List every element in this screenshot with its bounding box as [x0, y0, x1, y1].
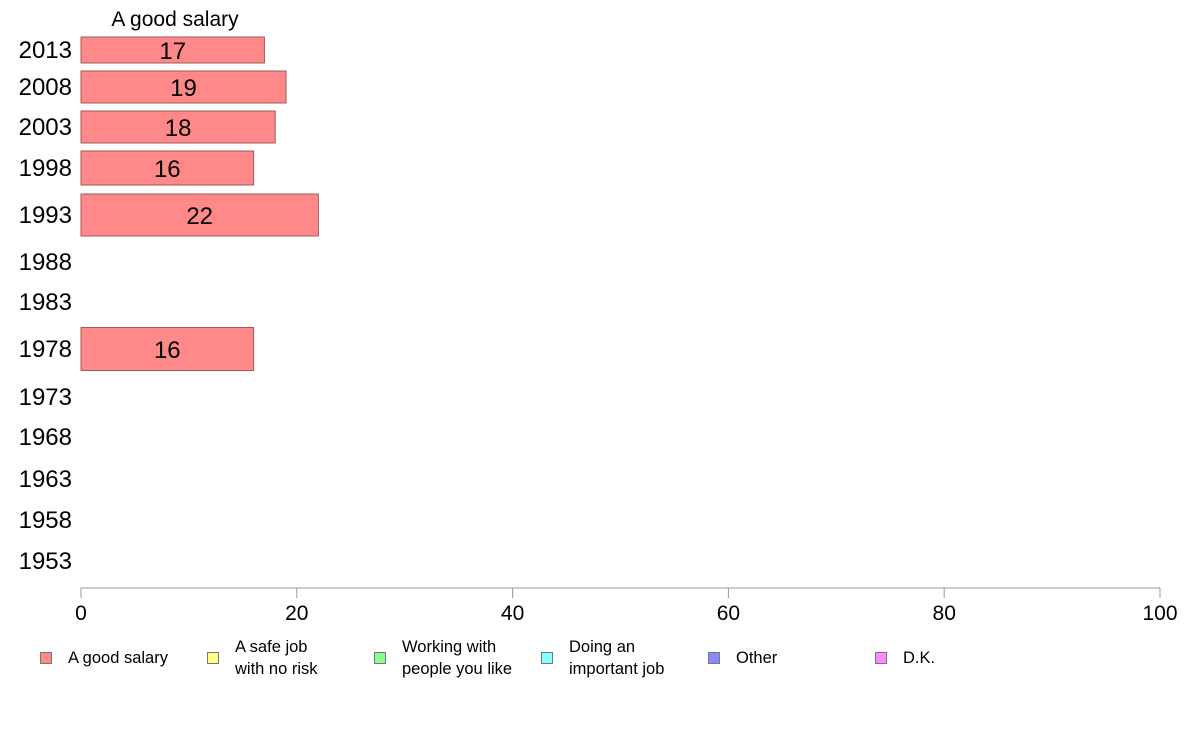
y-tick-label: 1953	[19, 548, 72, 575]
legend-swatch-dk	[875, 652, 887, 664]
bar	[80, 36, 265, 64]
x-tick-label: 80	[933, 602, 956, 625]
legend-item-good-salary: A good salary	[40, 636, 168, 680]
bar	[80, 193, 319, 237]
legend-label: D.K.	[903, 649, 936, 667]
y-tick-label: 1988	[19, 249, 72, 276]
bar	[80, 110, 276, 144]
legend-item-important-job: Doing an important job	[541, 636, 664, 680]
legend: A good salary A safe job with no risk Wo…	[0, 636, 1188, 686]
y-tick-label: 1978	[19, 336, 72, 363]
y-tick-label: 2008	[19, 74, 72, 101]
legend-item-other: Other	[708, 636, 777, 680]
y-tick-label: 1993	[19, 202, 72, 229]
y-tick-label: 2003	[19, 114, 72, 141]
y-tick-label: 1958	[19, 507, 72, 534]
x-tick-label: 20	[285, 602, 308, 625]
legend-item-dk: D.K.	[875, 636, 935, 680]
bar	[80, 70, 287, 104]
chart-title: A good salary	[111, 8, 239, 31]
legend-label: Doing an important job	[569, 638, 665, 678]
y-tick-label: 1963	[19, 466, 72, 493]
x-tick-label: 100	[1142, 602, 1177, 625]
data-label: 22	[186, 203, 213, 230]
y-tick-label: 1973	[19, 384, 72, 411]
legend-label: A good salary	[68, 649, 168, 667]
y-tick-label: 1983	[19, 289, 72, 316]
y-tick-label: 1968	[19, 424, 72, 451]
x-tick-label: 0	[75, 602, 87, 625]
y-tick-labels: 2013 2008 2003 1998 1993 1988 1983 1978 1973 1968…	[19, 37, 72, 575]
legend-swatch-working-with-people	[374, 652, 386, 664]
legend-item-working-with-people: Working with people you like	[374, 636, 512, 680]
legend-label: Working with people you like	[402, 638, 513, 678]
bar	[80, 327, 255, 371]
legend-swatch-good-salary	[40, 652, 52, 664]
data-label: 19	[170, 75, 197, 102]
data-label: 18	[165, 115, 192, 142]
data-label: 17	[159, 38, 186, 65]
data-label: 16	[154, 156, 181, 183]
legend-swatch-other	[708, 652, 720, 664]
y-tick-label: 1998	[19, 155, 72, 182]
legend-item-safe-job: A safe job with no risk	[207, 636, 318, 680]
legend-swatch-important-job	[541, 652, 553, 664]
bar	[80, 150, 255, 186]
x-tick-label: 60	[717, 602, 740, 625]
x-axis: 0 20 40 60 80 100	[75, 587, 1178, 625]
legend-swatch-safe-job	[207, 652, 219, 664]
x-tick-label: 40	[501, 602, 524, 625]
y-tick-label: 2013	[19, 37, 72, 64]
legend-label: A safe job with no risk	[235, 638, 318, 678]
data-label: 16	[154, 337, 181, 364]
legend-label: Other	[736, 649, 778, 667]
